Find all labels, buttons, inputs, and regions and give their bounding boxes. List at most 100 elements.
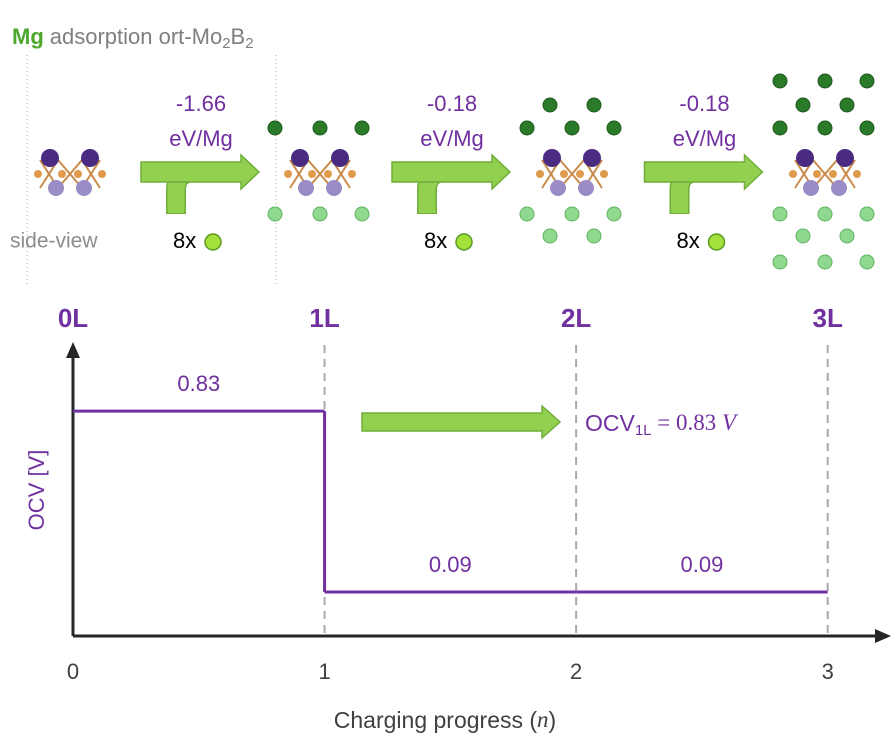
mg-atom: [818, 74, 832, 88]
mo-atom-back: [48, 180, 64, 196]
annotation-sub: 1L: [635, 422, 652, 439]
mg-atom: [773, 74, 787, 88]
mg-atom: [773, 207, 787, 221]
mg-atom: [796, 98, 810, 112]
stage-label: 1L: [309, 303, 339, 333]
mg-atom: [796, 229, 810, 243]
annotation-text: OCV: [585, 410, 636, 436]
mg-ball: [205, 234, 221, 250]
stage-label: 2L: [561, 303, 591, 333]
title-text: adsorption ort-Mo: [50, 24, 222, 49]
title-element: Mg: [12, 24, 44, 49]
mo-atom: [41, 149, 59, 167]
annotation-unit: V: [722, 410, 739, 435]
energy-unit: eV/Mg: [169, 126, 233, 151]
annotation: OCV1L = 0.83 V: [585, 410, 739, 439]
mo-atom-back: [76, 180, 92, 196]
mo-atom: [796, 149, 814, 167]
mg-atom: [818, 207, 832, 221]
title-sub: 2: [245, 35, 253, 52]
b-atom: [600, 170, 608, 178]
x-label-end: ): [549, 707, 557, 733]
mo-atom-back: [298, 180, 314, 196]
mg-atom: [840, 229, 854, 243]
stage-label: 0L: [58, 303, 88, 333]
b-atom: [74, 170, 82, 178]
mg-atom: [818, 121, 832, 135]
mo-atom-back: [578, 180, 594, 196]
mo-atom-back: [550, 180, 566, 196]
mg-atom: [355, 121, 369, 135]
mo-atom: [81, 149, 99, 167]
b-atom: [853, 170, 861, 178]
mg-atom: [818, 255, 832, 269]
mg-atom: [520, 207, 534, 221]
b-atom: [34, 170, 42, 178]
mg-ball: [456, 234, 472, 250]
arrow: [362, 406, 560, 438]
count-label: 8x: [424, 228, 447, 253]
mg-atom: [543, 229, 557, 243]
b-atom: [58, 170, 66, 178]
side-view-label: side-view: [10, 230, 98, 253]
mg-atom: [268, 121, 282, 135]
energy-label: -0.18: [427, 91, 477, 116]
mg-atom: [860, 121, 874, 135]
b-atom: [324, 170, 332, 178]
mg-atom: [565, 207, 579, 221]
mg-atom: [860, 255, 874, 269]
x-label-text: Charging progress (: [334, 707, 538, 733]
value-label: 0.09: [429, 552, 472, 577]
title-sub: 2: [222, 35, 230, 52]
mo-atom-back: [831, 180, 847, 196]
arrow: [141, 155, 259, 189]
x-axis-label: Charging progress (n): [334, 707, 556, 733]
arrow: [392, 155, 510, 189]
mg-atom: [607, 121, 621, 135]
mg-atom: [773, 121, 787, 135]
b-atom: [789, 170, 797, 178]
mg-atom: [565, 121, 579, 135]
count-label: 8x: [677, 228, 700, 253]
mo-atom-back: [326, 180, 342, 196]
b-atom: [98, 170, 106, 178]
mg-atom: [840, 98, 854, 112]
x-tick-label: 3: [822, 659, 834, 684]
b-atom: [308, 170, 316, 178]
b-atom: [348, 170, 356, 178]
mo-atom: [583, 149, 601, 167]
mo-atom-back: [803, 180, 819, 196]
mg-ball: [709, 234, 725, 250]
energy-label: -0.18: [679, 91, 729, 116]
energy-label: -1.66: [176, 91, 226, 116]
mg-atom: [313, 121, 327, 135]
annotation-eq: = 0.83: [652, 410, 722, 435]
value-label: 0.09: [680, 552, 723, 577]
x-tick-label: 0: [67, 659, 79, 684]
x-label-var: n: [537, 707, 549, 732]
mo-atom: [543, 149, 561, 167]
b-atom: [813, 170, 821, 178]
mg-atom: [773, 255, 787, 269]
mg-atom: [860, 74, 874, 88]
arrow: [645, 155, 763, 189]
energy-unit: eV/Mg: [673, 126, 737, 151]
b-atom: [829, 170, 837, 178]
mo-atom: [836, 149, 854, 167]
b-atom: [576, 170, 584, 178]
y-axis-arrow: [66, 342, 80, 358]
mo-atom: [291, 149, 309, 167]
count-label: 8x: [173, 228, 196, 253]
mg-atom: [268, 207, 282, 221]
mg-atom: [355, 207, 369, 221]
title-text: B: [231, 24, 246, 49]
mg-atom: [587, 98, 601, 112]
mg-atom: [313, 207, 327, 221]
mg-atom: [520, 121, 534, 135]
stage-label: 3L: [813, 303, 843, 333]
b-atom: [536, 170, 544, 178]
mo-atom: [331, 149, 349, 167]
x-tick-label: 2: [570, 659, 582, 684]
mg-atom: [587, 229, 601, 243]
